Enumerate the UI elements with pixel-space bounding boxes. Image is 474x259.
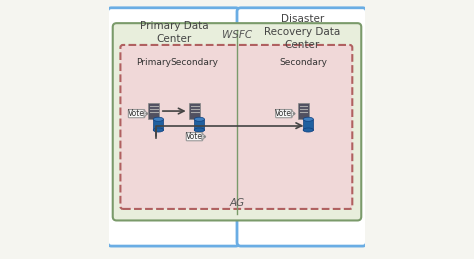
Text: Primary Data
Center: Primary Data Center [140,20,209,44]
Bar [298,103,309,119]
Polygon shape [292,110,295,117]
Text: Vote: Vote [186,132,203,141]
Ellipse shape [194,128,204,132]
Circle shape [145,112,148,115]
Ellipse shape [303,117,313,121]
FancyBboxPatch shape [120,45,352,209]
Polygon shape [144,110,148,117]
Text: Secondary: Secondary [280,58,328,67]
Ellipse shape [303,128,313,132]
Bar [303,119,313,130]
Text: Vote: Vote [275,109,292,118]
Ellipse shape [153,128,164,132]
Ellipse shape [194,117,204,121]
FancyBboxPatch shape [276,110,292,118]
FancyBboxPatch shape [237,8,366,246]
Circle shape [292,112,295,115]
Text: AG: AG [229,198,245,207]
FancyBboxPatch shape [108,8,239,246]
FancyBboxPatch shape [113,23,361,220]
FancyBboxPatch shape [186,133,203,141]
Polygon shape [202,133,206,140]
Circle shape [203,135,206,138]
Text: Disaster
Recovery Data
Center: Disaster Recovery Data Center [264,14,340,50]
Bar [153,119,164,130]
Bar [148,103,159,119]
Bar [189,103,201,119]
Ellipse shape [153,117,164,121]
FancyBboxPatch shape [128,110,145,118]
Text: Vote: Vote [128,109,145,118]
Text: Primary: Primary [136,58,171,67]
Text: WSFC: WSFC [222,30,252,40]
Text: Secondary: Secondary [171,58,219,67]
Bar [194,119,204,130]
